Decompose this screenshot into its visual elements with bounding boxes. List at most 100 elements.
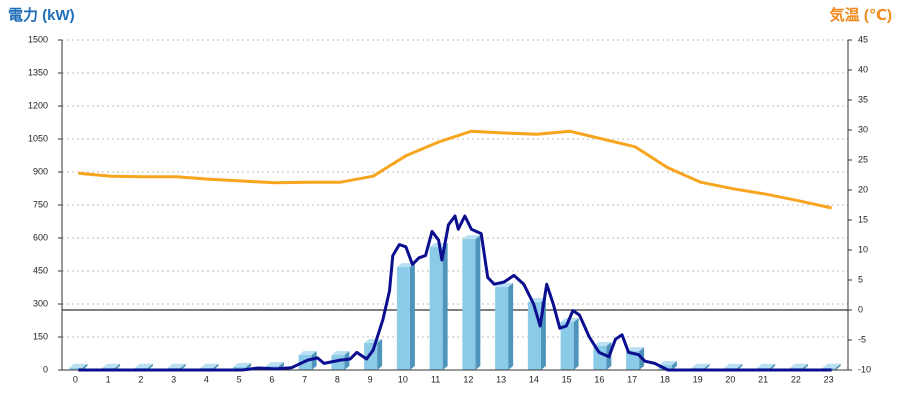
bar (233, 366, 247, 370)
bar-side (115, 363, 121, 370)
y-tick-label: 600 (33, 232, 48, 242)
bar-side (573, 318, 579, 370)
bar-top (167, 363, 186, 368)
bar-top (298, 351, 317, 356)
x-tick-label: 18 (660, 374, 670, 384)
power-line (78, 214, 832, 372)
bar-top (462, 235, 481, 240)
bar-side (82, 363, 88, 370)
bar-side (802, 363, 808, 370)
x-tick-label: 19 (693, 374, 703, 384)
y2-tick-label: 5 (858, 274, 863, 284)
y2-tick-label: 30 (858, 124, 868, 134)
y2-tick-label: -5 (858, 334, 866, 344)
bar-side (442, 243, 448, 370)
x-tick-label: 16 (594, 374, 604, 384)
y2-tick-label: 0 (858, 304, 863, 314)
y-tick-label: 300 (33, 298, 48, 308)
bar-top (265, 362, 284, 367)
bar-side (180, 363, 186, 370)
bar-side (770, 363, 776, 370)
x-tick-label: 8 (335, 374, 340, 384)
y2-tick-label: 25 (858, 154, 868, 164)
x-tick-label: 15 (562, 374, 572, 384)
bar (495, 287, 509, 370)
x-tick-label: 5 (237, 374, 242, 384)
y-tick-label: 1350 (28, 67, 48, 77)
bar-top (396, 263, 415, 268)
bar-top (789, 363, 808, 368)
x-tick-label: 3 (171, 374, 176, 384)
bar-side (475, 235, 481, 370)
y2-tick-label: 20 (858, 184, 868, 194)
bar (429, 247, 443, 370)
y2-tick-label: 40 (858, 64, 868, 74)
bar-top (724, 363, 743, 368)
bar-side (409, 263, 415, 370)
bar (593, 346, 607, 370)
bar (527, 302, 541, 370)
y2-tick-label: -10 (858, 364, 871, 374)
x-tick-label: 13 (496, 374, 506, 384)
bar-top (658, 360, 677, 365)
x-tick-label: 22 (791, 374, 801, 384)
y-tick-label: 900 (33, 166, 48, 176)
y2-tick-label: 10 (858, 244, 868, 254)
bar-top (69, 363, 88, 368)
x-tick-label: 11 (431, 374, 440, 384)
bar-side (671, 360, 677, 370)
x-tick-label: 21 (758, 374, 768, 384)
y2-tick-label: 35 (858, 94, 868, 104)
x-tick-label: 1 (106, 374, 111, 384)
y-tick-label: 450 (33, 265, 48, 275)
x-tick-label: 2 (138, 374, 143, 384)
temperature-line (78, 129, 832, 210)
bar-side (377, 338, 383, 370)
y-title: 電力 (kW) (8, 6, 75, 24)
x-tick-label: 0 (73, 374, 78, 384)
bar (69, 367, 83, 370)
bar-top (593, 342, 612, 347)
bar-top (757, 363, 776, 368)
x-tick-label: 6 (269, 374, 274, 384)
bar-top (134, 363, 153, 368)
bar-side (508, 283, 514, 370)
x-tick-label: 12 (463, 374, 473, 384)
y-tick-label: 750 (33, 199, 48, 209)
x-tick-label: 10 (398, 374, 408, 384)
bar-top (691, 363, 710, 368)
y2-tick-label: 15 (858, 214, 868, 224)
bar (396, 267, 410, 370)
bar-side (704, 363, 710, 370)
y-tick-label: 0 (43, 364, 48, 374)
y-tick-label: 150 (33, 331, 48, 341)
bar-top (233, 362, 252, 367)
x-tick-label: 17 (627, 374, 637, 384)
bar (560, 322, 574, 370)
y2-title: 気温 (℃) (830, 6, 892, 24)
y-tick-label: 1500 (28, 34, 48, 44)
bar-top (331, 351, 350, 356)
x-tick-label: 9 (368, 374, 373, 384)
bar-top (822, 363, 841, 368)
bar-top (102, 363, 121, 368)
x-tick-label: 7 (302, 374, 307, 384)
bar-side (147, 363, 153, 370)
bar-side (737, 363, 743, 370)
bar-top (200, 363, 219, 368)
x-tick-label: 23 (824, 374, 834, 384)
y-tick-label: 1050 (28, 133, 48, 143)
bar-side (213, 363, 219, 370)
bar-top (626, 347, 645, 352)
bar (626, 351, 640, 370)
bar (462, 239, 476, 370)
y2-tick-label: 45 (858, 34, 868, 44)
y-tick-label: 1200 (28, 100, 48, 110)
x-tick-label: 4 (204, 374, 209, 384)
x-tick-label: 20 (725, 374, 735, 384)
bar-side (311, 351, 317, 370)
x-tick-label: 14 (529, 374, 539, 384)
bar-side (835, 363, 841, 370)
